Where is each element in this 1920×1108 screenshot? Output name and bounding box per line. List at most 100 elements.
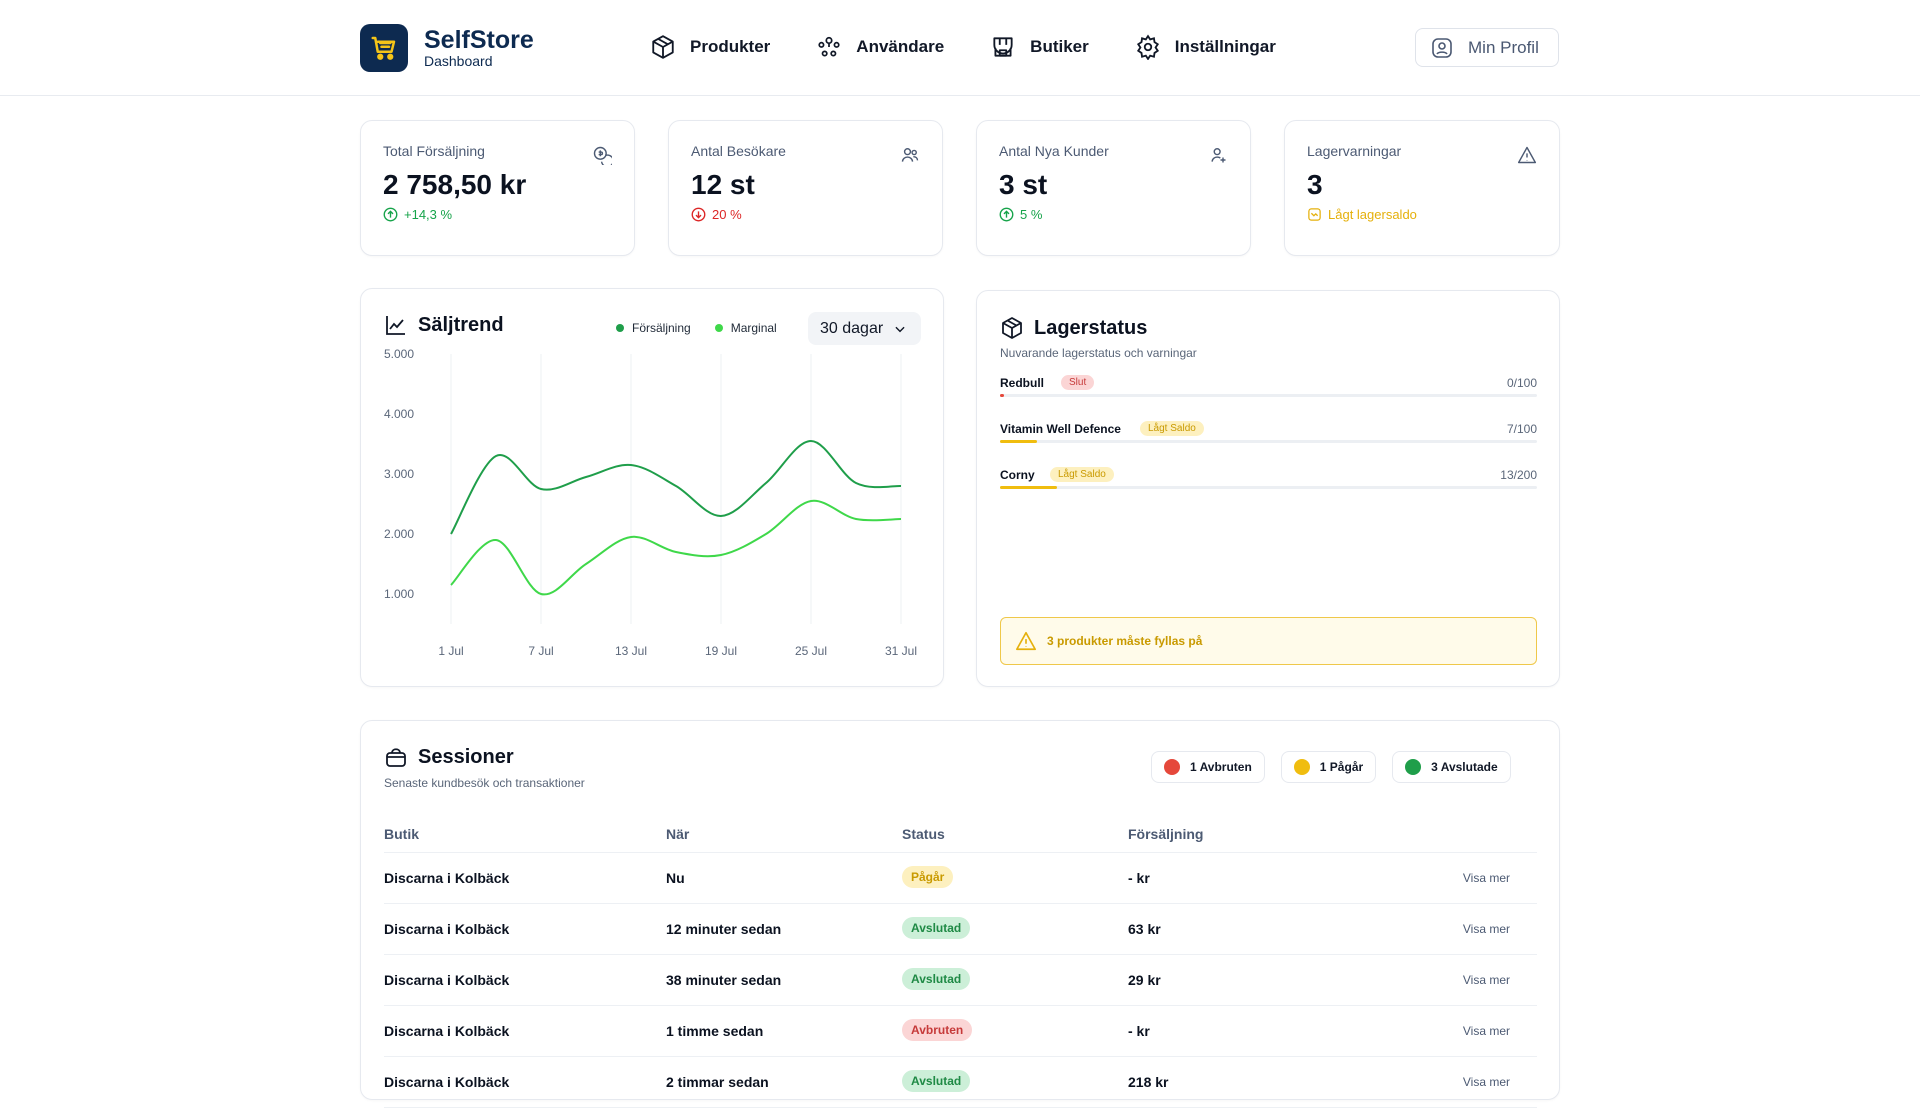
status-badge: Avbruten <box>902 1019 973 1041</box>
cell-when: 12 minuter sedan <box>666 921 782 937</box>
badge-label: 1 Avbruten <box>1190 760 1252 774</box>
column-header-nar: När <box>666 826 690 842</box>
user-circle-icon <box>1432 37 1452 58</box>
stat-card-total-sales: Total Försäljning 2 758,50 kr +14,3 % <box>360 120 635 256</box>
table-row: Discarna i Kolbäck 38 minuter sedan Avsl… <box>384 955 1537 1006</box>
stat-card-visitors: Antal Besökare 12 st 20 % <box>668 120 943 256</box>
status-badge: Avslutad <box>902 1070 971 1092</box>
stat-delta: 5 % <box>999 207 1228 222</box>
profile-button[interactable]: Min Profil <box>1415 28 1559 67</box>
cell-store: Discarna i Kolbäck <box>384 1023 510 1039</box>
cell-store: Discarna i Kolbäck <box>384 921 510 937</box>
badge-ongoing[interactable]: 1 Pågår <box>1280 751 1377 783</box>
top-header: SelfStore Dashboard Produkter Användare … <box>0 0 1920 96</box>
line-chart-icon <box>386 316 405 335</box>
product-name: Vitamin Well Defence <box>1000 422 1121 436</box>
cell-when: 38 minuter sedan <box>666 972 782 988</box>
table-row: Discarna i Kolbäck Nu Pågår - kr Visa me… <box>384 853 1537 904</box>
sessions-subtitle: Senaste kundbesök och transaktioner <box>384 776 585 790</box>
chart-legend: Försäljning Marginal <box>616 321 777 335</box>
stat-label: Total Försäljning <box>383 143 485 159</box>
x-tick-label: 13 Jul <box>615 644 647 658</box>
legend-item-sales: Försäljning <box>616 321 691 335</box>
sales-trend-chart: 1 Jul 7 Jul 13 Jul 19 Jul 25 Jul 31 Jul 1.000 2… <box>384 347 917 658</box>
show-more-link[interactable]: Visa mer <box>1462 973 1510 987</box>
stock-badge: Lågt Saldo <box>1140 421 1204 436</box>
nav-label: Inställningar <box>1174 37 1276 56</box>
legend-label: Marginal <box>730 321 777 335</box>
stock-badge: Slut <box>1061 375 1095 390</box>
badge-cancelled[interactable]: 1 Avbruten <box>1151 751 1265 783</box>
stat-delta-text: 5 % <box>1020 207 1043 222</box>
stock-badge: Lågt Saldo <box>1050 467 1114 482</box>
stat-label: Lagervarningar <box>1307 143 1402 159</box>
stock-track <box>1000 394 1537 397</box>
nav-label: Användare <box>856 37 945 56</box>
arrow-down-circle-icon <box>691 207 706 222</box>
store-icon <box>993 37 1013 57</box>
cart-logo-icon <box>360 24 408 72</box>
nav-item-installningar[interactable]: Inställningar <box>1135 34 1276 60</box>
nav-item-butiker[interactable]: Butiker <box>990 34 1089 60</box>
nav-label: Produkter <box>690 37 771 56</box>
sessions-title: Sessioner <box>418 745 514 768</box>
y-tick-label: 5.000 <box>384 347 414 361</box>
show-more-link[interactable]: Visa mer <box>1462 1024 1510 1038</box>
stat-delta: 20 % <box>691 207 920 222</box>
shopping-bag-icon <box>386 748 406 767</box>
stock-title: Lagerstatus <box>1034 316 1148 339</box>
stock-qty: 7/100 <box>1506 422 1537 436</box>
cell-sales: 218 kr <box>1128 1074 1169 1090</box>
card-header: Sessioner <box>384 745 514 769</box>
brand[interactable]: SelfStore Dashboard <box>360 24 534 72</box>
stat-delta: +14,3 % <box>383 207 612 222</box>
user-plus-icon <box>1211 148 1226 163</box>
y-tick-label: 3.000 <box>384 467 414 481</box>
x-tick-label: 19 Jul <box>705 644 737 658</box>
stat-label: Antal Besökare <box>691 143 786 159</box>
stat-card-stock-warnings: Lagervarningar 3 Lågt lagersaldo <box>1284 120 1560 256</box>
brand-subtitle: Dashboard <box>424 53 493 69</box>
show-more-link[interactable]: Visa mer <box>1462 922 1510 936</box>
show-more-link[interactable]: Visa mer <box>1462 871 1510 885</box>
card-header: Säljtrend <box>384 313 504 337</box>
x-tick-label: 31 Jul <box>885 644 917 658</box>
badge-completed[interactable]: 3 Avslutade <box>1392 751 1511 783</box>
nav-item-anvandare[interactable]: Användare <box>816 34 944 60</box>
cell-when: 2 timmar sedan <box>666 1074 769 1090</box>
arrow-up-circle-icon <box>999 207 1014 222</box>
gear-icon <box>1136 34 1159 60</box>
stock-qty: 0/100 <box>1506 376 1537 390</box>
product-name: Corny <box>1000 468 1035 482</box>
series-line-marginal <box>450 499 902 596</box>
column-header-butik: Butik <box>384 826 419 842</box>
y-tick-label: 1.000 <box>384 587 414 601</box>
status-badge: Pågår <box>902 866 954 888</box>
cell-sales: 63 kr <box>1128 921 1161 937</box>
main-nav: Produkter Användare Butiker Inställninga… <box>650 34 1276 60</box>
nav-item-produkter[interactable]: Produkter <box>650 34 770 60</box>
badge-label: 1 Pågår <box>1319 760 1364 774</box>
series-line-forsaljning <box>450 439 902 535</box>
status-badge: Avslutad <box>902 968 971 990</box>
legend-item-margin: Marginal <box>714 321 777 335</box>
table-row: Discarna i Kolbäck 2 timmar sedan Avslut… <box>384 1057 1537 1108</box>
restock-warning: 3 produkter måste fyllas på <box>1000 617 1537 665</box>
range-select[interactable]: 30 dagar <box>808 312 921 345</box>
sessions-table-header: Butik När Status Försäljning <box>384 817 1537 853</box>
stock-fill <box>1000 486 1057 489</box>
y-tick-label: 2.000 <box>384 527 414 541</box>
stock-fill <box>1000 394 1004 397</box>
stock-subtitle: Nuvarande lagerstatus och varningar <box>1000 346 1197 360</box>
show-more-link[interactable]: Visa mer <box>1462 1075 1510 1089</box>
cell-when: Nu <box>666 870 685 886</box>
stock-item: Corny Lågt Saldo 13/200 <box>1000 467 1537 498</box>
column-header-status: Status <box>902 826 945 842</box>
cell-store: Discarna i Kolbäck <box>384 972 510 988</box>
stat-delta: Lågt lagersaldo <box>1307 207 1537 222</box>
stat-delta-text: Lågt lagersaldo <box>1328 207 1417 222</box>
chevron-down-icon <box>895 326 905 332</box>
cell-store: Discarna i Kolbäck <box>384 1074 510 1090</box>
stock-item: Redbull Slut 0/100 <box>1000 375 1537 406</box>
stock-fill <box>1000 440 1037 443</box>
